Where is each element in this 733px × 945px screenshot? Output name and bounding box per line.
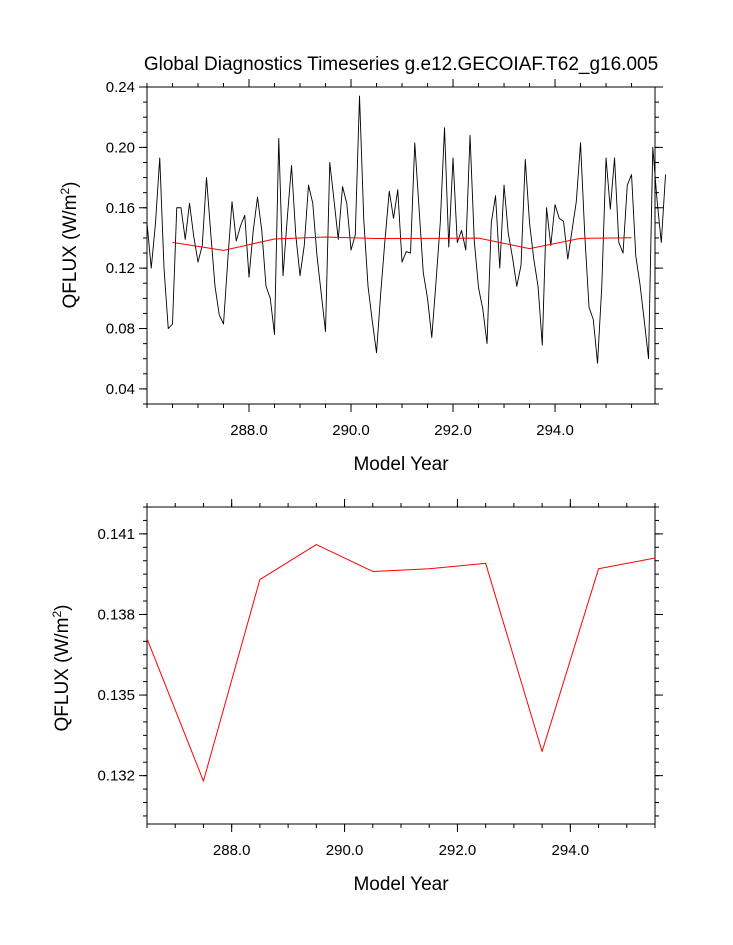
x-tick-label: 292.0 (434, 422, 472, 439)
y-axis-label-top-sup: 2 (58, 188, 72, 195)
y-tick-label: 0.08 (106, 321, 135, 338)
x-ticks-bottom: 288.0 290.0 292.0 294.0 (213, 499, 589, 859)
y-tick-label: 0.24 (106, 79, 135, 96)
y-axis-label-top-text: QFLUX (W/m (60, 195, 81, 309)
x-ticks-top: 288.0 290.0 292.0 294.0 (230, 79, 574, 439)
x-tick-label: 290.0 (326, 842, 364, 859)
x-tick-label: 294.0 (552, 842, 590, 859)
series-line-annual (146, 544, 656, 782)
x-tick-label: 288.0 (230, 422, 268, 439)
y-tick-label: 0.141 (97, 526, 135, 543)
series-group-top (146, 95, 666, 364)
y-tick-label: 0.16 (106, 200, 135, 217)
plot-frame-top (146, 86, 656, 405)
y-axis-label-bottom: QFLUX (W/m2) (50, 604, 73, 731)
y-axis-label-top: QFLUX (W/m2) (58, 181, 81, 308)
y-tick-label: 0.04 (106, 381, 135, 398)
timeseries-panel-top: 0.04 0.08 0.12 0.16 0.20 0.24 288.0 290.0 292.0… (58, 79, 666, 475)
series-line-monthly (146, 95, 666, 364)
y-axis-label-bottom-tail: ) (52, 604, 73, 610)
y-ticks-bottom: 0.132 0.135 0.138 0.141 (97, 526, 663, 785)
x-axis-label-top: Model Year (353, 454, 449, 475)
y-axis-label-bottom-sup: 2 (50, 611, 64, 618)
y-axis-label-bottom-text: QFLUX (W/m (52, 618, 73, 732)
plot-frame-bottom (146, 506, 656, 825)
y-ticks-top: 0.04 0.08 0.12 0.16 0.20 0.24 (106, 79, 663, 398)
y-tick-label: 0.138 (97, 606, 135, 623)
x-tick-label: 290.0 (332, 422, 370, 439)
x-tick-label: 288.0 (213, 842, 251, 859)
y-tick-label: 0.20 (106, 139, 135, 156)
series-line-annual (172, 236, 632, 251)
series-group-bottom (146, 544, 656, 782)
chart-title: Global Diagnostics Timeseries g.e12.GECO… (144, 54, 658, 75)
y-axis-label-top-tail: ) (60, 181, 81, 187)
y-tick-label: 0.12 (106, 260, 135, 277)
annual-mean-panel-bottom: 0.132 0.135 0.138 0.141 288.0 290.0 292.0 294.… (50, 499, 663, 895)
y-tick-label: 0.132 (97, 768, 135, 785)
x-tick-label: 294.0 (536, 422, 574, 439)
y-tick-label: 0.135 (97, 687, 135, 704)
x-tick-label: 292.0 (439, 842, 477, 859)
minor-ticks-bottom (143, 503, 659, 828)
x-axis-label-bottom: Model Year (353, 874, 449, 895)
